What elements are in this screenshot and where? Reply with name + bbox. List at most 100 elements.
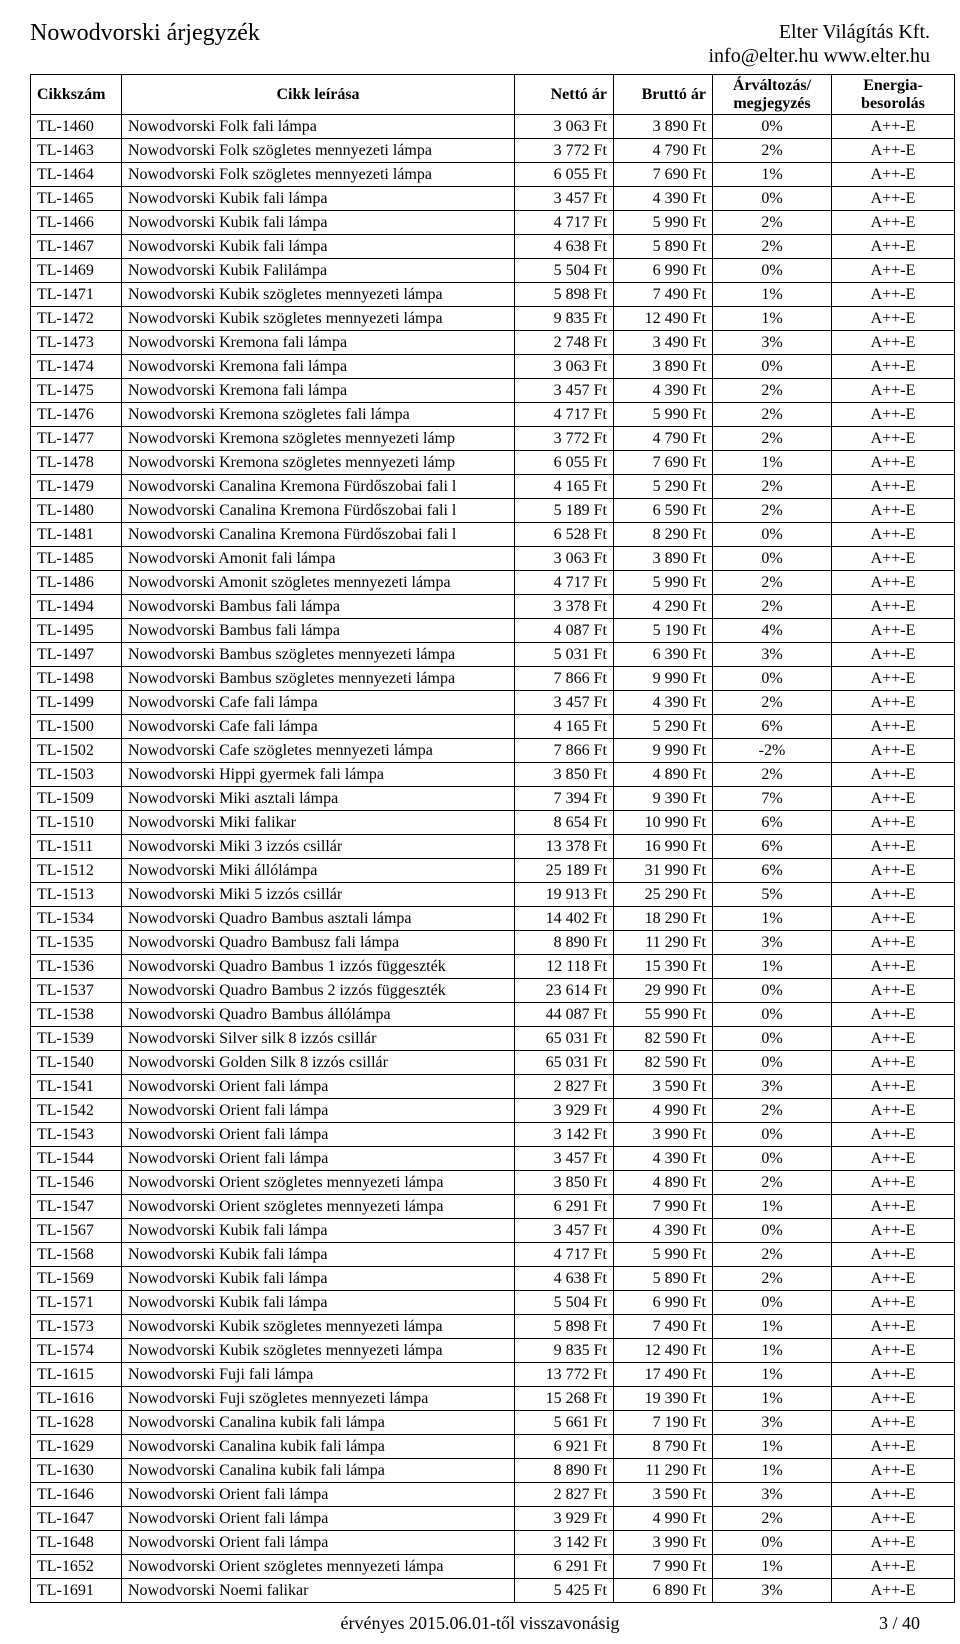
table-cell: 4 790 Ft (614, 427, 713, 451)
table-cell: TL-1535 (31, 931, 122, 955)
table-cell: TL-1495 (31, 619, 122, 643)
table-cell: 3 990 Ft (614, 1123, 713, 1147)
table-cell: 1% (713, 163, 832, 187)
table-cell: 0% (713, 667, 832, 691)
table-cell: 3 590 Ft (614, 1483, 713, 1507)
table-cell: Nowodvorski Orient szögletes mennyezeti … (122, 1171, 515, 1195)
table-cell: 1% (713, 1387, 832, 1411)
table-cell: 2% (713, 1099, 832, 1123)
table-cell: 4 717 Ft (515, 571, 614, 595)
table-cell: TL-1500 (31, 715, 122, 739)
table-cell: A++-E (832, 1075, 955, 1099)
table-cell: Nowodvorski Kremona fali lámpa (122, 355, 515, 379)
table-cell: Nowodvorski Quadro Bambus 2 izzós függes… (122, 979, 515, 1003)
table-cell: A++-E (832, 1459, 955, 1483)
table-cell: TL-1467 (31, 235, 122, 259)
company-name: Elter Világítás Kft. (708, 20, 930, 44)
table-cell: TL-1476 (31, 403, 122, 427)
page-header: Nowodvorski árjegyzék Elter Világítás Kf… (30, 20, 930, 68)
table-cell: Nowodvorski Orient fali lámpa (122, 1147, 515, 1171)
table-cell: 8 290 Ft (614, 523, 713, 547)
table-cell: 13 772 Ft (515, 1363, 614, 1387)
table-row: TL-1616Nowodvorski Fuji szögletes mennye… (31, 1387, 955, 1411)
table-cell: TL-1502 (31, 739, 122, 763)
table-cell: Nowodvorski Cafe fali lámpa (122, 715, 515, 739)
table-cell: A++-E (832, 163, 955, 187)
table-cell: 0% (713, 259, 832, 283)
table-cell: 4 638 Ft (515, 235, 614, 259)
table-cell: 3 850 Ft (515, 1171, 614, 1195)
table-row: TL-1540Nowodvorski Golden Silk 8 izzós c… (31, 1051, 955, 1075)
table-cell: A++-E (832, 571, 955, 595)
table-cell: A++-E (832, 1243, 955, 1267)
table-cell: 5 504 Ft (515, 1291, 614, 1315)
table-header-row: Cikkszám Cikk leírása Nettó ár Bruttó ár… (31, 75, 955, 115)
table-cell: TL-1512 (31, 859, 122, 883)
table-cell: 3 142 Ft (515, 1123, 614, 1147)
table-cell: A++-E (832, 1555, 955, 1579)
table-cell: Nowodvorski Bambus szögletes mennyezeti … (122, 667, 515, 691)
table-cell: 5 425 Ft (515, 1579, 614, 1603)
table-row: TL-1543Nowodvorski Orient fali lámpa3 14… (31, 1123, 955, 1147)
table-row: TL-1567Nowodvorski Kubik fali lámpa3 457… (31, 1219, 955, 1243)
table-cell: A++-E (832, 931, 955, 955)
table-cell: 16 990 Ft (614, 835, 713, 859)
table-cell: 2 748 Ft (515, 331, 614, 355)
table-cell: A++-E (832, 523, 955, 547)
table-cell: 2% (713, 1171, 832, 1195)
table-row: TL-1630Nowodvorski Canalina kubik fali l… (31, 1459, 955, 1483)
table-cell: 6 055 Ft (515, 451, 614, 475)
table-cell: TL-1472 (31, 307, 122, 331)
table-row: TL-1511Nowodvorski Miki 3 izzós csillár1… (31, 835, 955, 859)
table-cell: 0% (713, 1027, 832, 1051)
col-net-header: Nettó ár (515, 75, 614, 115)
table-cell: A++-E (832, 907, 955, 931)
table-cell: 2% (713, 691, 832, 715)
table-cell: 14 402 Ft (515, 907, 614, 931)
table-cell: 1% (713, 451, 832, 475)
table-cell: TL-1460 (31, 115, 122, 139)
table-cell: Nowodvorski Kubik fali lámpa (122, 1291, 515, 1315)
table-cell: A++-E (832, 355, 955, 379)
table-cell: 19 390 Ft (614, 1387, 713, 1411)
table-cell: Nowodvorski Folk szögletes mennyezeti lá… (122, 139, 515, 163)
table-row: TL-1477Nowodvorski Kremona szögletes men… (31, 427, 955, 451)
table-cell: 0% (713, 1291, 832, 1315)
table-cell: Nowodvorski Silver silk 8 izzós csillár (122, 1027, 515, 1051)
table-cell: Nowodvorski Canalina kubik fali lámpa (122, 1435, 515, 1459)
table-cell: 2% (713, 379, 832, 403)
table-cell: -2% (713, 739, 832, 763)
table-cell: 2% (713, 235, 832, 259)
table-row: TL-1494Nowodvorski Bambus fali lámpa3 37… (31, 595, 955, 619)
table-cell: 2% (713, 763, 832, 787)
table-row: TL-1541Nowodvorski Orient fali lámpa2 82… (31, 1075, 955, 1099)
table-cell: TL-1509 (31, 787, 122, 811)
table-cell: TL-1499 (31, 691, 122, 715)
table-cell: Nowodvorski Folk szögletes mennyezeti lá… (122, 163, 515, 187)
table-cell: Nowodvorski Kremona szögletes mennyezeti… (122, 451, 515, 475)
table-row: TL-1629Nowodvorski Canalina kubik fali l… (31, 1435, 955, 1459)
table-cell: A++-E (832, 451, 955, 475)
table-cell: 2 827 Ft (515, 1075, 614, 1099)
table-cell: 0% (713, 1219, 832, 1243)
table-cell: A++-E (832, 283, 955, 307)
table-cell: A++-E (832, 403, 955, 427)
table-cell: TL-1571 (31, 1291, 122, 1315)
table-cell: TL-1541 (31, 1075, 122, 1099)
table-cell: 0% (713, 187, 832, 211)
table-cell: 5 898 Ft (515, 1315, 614, 1339)
table-cell: TL-1494 (31, 595, 122, 619)
table-cell: 5% (713, 883, 832, 907)
table-cell: TL-1473 (31, 331, 122, 355)
table-row: TL-1615Nowodvorski Fuji fali lámpa13 772… (31, 1363, 955, 1387)
table-cell: 65 031 Ft (515, 1051, 614, 1075)
table-cell: A++-E (832, 1027, 955, 1051)
table-cell: 0% (713, 1123, 832, 1147)
table-cell: TL-1691 (31, 1579, 122, 1603)
table-cell: 3 890 Ft (614, 355, 713, 379)
table-cell: 2% (713, 403, 832, 427)
table-cell: A++-E (832, 547, 955, 571)
table-cell: TL-1481 (31, 523, 122, 547)
table-cell: A++-E (832, 115, 955, 139)
table-cell: 2% (713, 475, 832, 499)
